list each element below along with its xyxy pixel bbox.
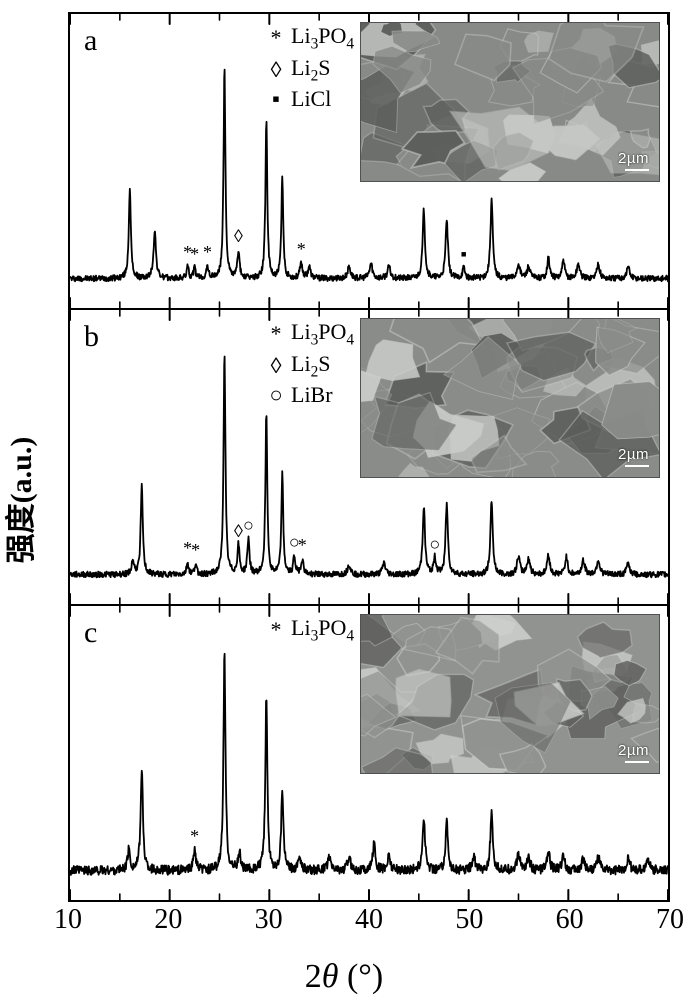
xtick-label: 40 <box>355 904 383 936</box>
legend-symbol: * <box>268 616 284 644</box>
legend-label: Li3PO4 <box>291 318 354 350</box>
panel-a: ***◊*▪a*Li3PO4◊Li2S▪LiCl2µm <box>68 12 670 310</box>
peak-marker: ◊ <box>234 522 243 540</box>
xtick-label: 60 <box>556 904 584 936</box>
legend-symbol: * <box>268 24 284 52</box>
legend-b: *Li3PO4◊Li2S○LiBr <box>268 318 354 409</box>
peak-marker: * <box>298 536 307 554</box>
legend-c: *Li3PO4 <box>268 614 354 646</box>
y-axis-label: 强度(a.u.) <box>0 437 40 564</box>
sem-scalebar-label: 2µm <box>618 446 649 463</box>
legend-item: ▪LiCl <box>268 85 354 113</box>
sem-scalebar: 2µm <box>618 742 649 763</box>
xtick-label: 20 <box>154 904 182 936</box>
panel-stack: ***◊*▪a*Li3PO4◊Li2S▪LiCl2µm**◊○○*○b*Li3P… <box>68 12 670 902</box>
xtick-label: 30 <box>255 904 283 936</box>
legend-item: ○LiBr <box>268 381 354 409</box>
legend-symbol: * <box>268 320 284 348</box>
legend-symbol: ▪ <box>268 85 284 113</box>
sem-scalebar-line <box>625 761 649 763</box>
sem-scalebar: 2µm <box>618 446 649 467</box>
x-axis-label: 2θ (°) <box>305 958 383 996</box>
peak-marker: ○ <box>429 535 440 553</box>
x-axis-label-prefix: 2 <box>305 958 322 995</box>
legend-a: *Li3PO4◊Li2S▪LiCl <box>268 22 354 113</box>
legend-item: *Li3PO4 <box>268 614 354 646</box>
peak-marker: * <box>191 541 200 559</box>
legend-symbol: ○ <box>268 381 284 409</box>
xtick-label: 10 <box>54 904 82 936</box>
peak-marker: ○ <box>243 516 254 534</box>
panel-letter-a: a <box>84 24 97 58</box>
sem-scalebar: 2µm <box>618 150 649 171</box>
legend-label: LiBr <box>291 381 333 409</box>
panel-letter-c: c <box>84 616 97 650</box>
xtick-label: 70 <box>656 904 684 936</box>
peak-marker: * <box>190 827 199 845</box>
legend-label: Li3PO4 <box>291 614 354 646</box>
legend-symbol: ◊ <box>268 56 284 84</box>
sem-scalebar-label: 2µm <box>618 742 649 759</box>
legend-label: Li2S <box>291 54 331 86</box>
peak-marker: * <box>190 245 199 263</box>
sem-inset-c: 2µm <box>360 614 660 774</box>
x-axis-label-theta: θ <box>322 958 339 995</box>
peak-marker: * <box>297 240 306 258</box>
legend-symbol: ◊ <box>268 352 284 380</box>
legend-item: ◊Li2S <box>268 54 354 86</box>
sem-scalebar-label: 2µm <box>618 150 649 167</box>
panel-letter-b: b <box>84 320 99 354</box>
legend-label: Li3PO4 <box>291 22 354 54</box>
xtick-label: 50 <box>455 904 483 936</box>
peak-marker: ◊ <box>234 227 243 245</box>
panel-b: **◊○○*○b*Li3PO4◊Li2S○LiBr2µm <box>68 310 670 606</box>
x-axis-label-suffix: (°) <box>338 958 383 995</box>
legend-label: Li2S <box>291 350 331 382</box>
peak-marker: ▪ <box>460 245 466 263</box>
sem-inset-a: 2µm <box>360 22 660 182</box>
legend-item: ◊Li2S <box>268 350 354 382</box>
peak-marker: * <box>203 243 212 261</box>
legend-item: *Li3PO4 <box>268 318 354 350</box>
xrd-figure: 强度(a.u.) 2θ (°) ***◊*▪a*Li3PO4◊Li2S▪LiCl… <box>0 0 688 1000</box>
panel-c: *c*Li3PO42µm <box>68 606 670 902</box>
sem-scalebar-line <box>625 465 649 467</box>
sem-inset-b: 2µm <box>360 318 660 478</box>
legend-item: *Li3PO4 <box>268 22 354 54</box>
sem-scalebar-line <box>625 169 649 171</box>
legend-label: LiCl <box>291 85 331 113</box>
x-tick-labels: 10203040506070 <box>68 904 670 948</box>
